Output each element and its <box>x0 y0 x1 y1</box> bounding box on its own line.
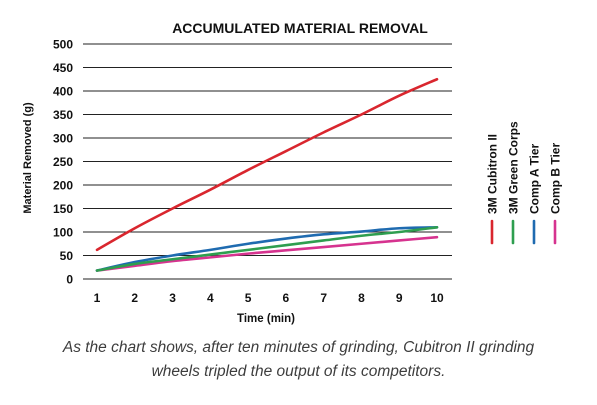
x-tick-label: 6 <box>283 291 290 305</box>
y-tick-labels: 0 50 100 150 200 250 300 350 400 450 500 <box>53 38 73 287</box>
y-tick-label: 400 <box>53 85 73 99</box>
y-tick-label: 0 <box>66 273 73 287</box>
y-tick-label: 50 <box>60 249 74 263</box>
x-tick-label: 9 <box>396 291 403 305</box>
legend-label-comp-a-tier: Comp A Tier <box>528 143 542 214</box>
series-line-comp-a-tier <box>95 226 439 272</box>
y-tick-label: 150 <box>53 202 73 216</box>
x-tick-label: 7 <box>320 291 327 305</box>
y-tick-label: 250 <box>53 155 73 169</box>
x-tick-label: 3 <box>169 291 176 305</box>
chart-title: ACCUMULATED MATERIAL REMOVAL <box>172 20 428 36</box>
series-line-3m-green-corps <box>95 226 439 272</box>
caption-line-1: As the chart shows, after ten minutes of… <box>62 339 535 356</box>
legend-label-comp-b-tier: Comp B Tier <box>549 143 563 214</box>
y-tick-label: 300 <box>53 132 73 146</box>
line-chart: ACCUMULATED MATERIAL REMOVAL 05010015020… <box>22 20 563 325</box>
series-line-3m-cubitron-ii <box>95 77 439 252</box>
x-tick-label: 5 <box>245 291 252 305</box>
x-tick-label: 4 <box>207 291 214 305</box>
x-tick-label: 1 <box>94 291 101 305</box>
y-tick-label: 500 <box>53 38 73 52</box>
series-lines <box>95 77 439 272</box>
y-tick-label: 350 <box>53 108 73 122</box>
caption-line-2: wheels tripled the output of its competi… <box>151 363 446 380</box>
series-line-comp-b-tier <box>95 235 439 272</box>
legend: 3M Cubitron II 3M Green Corps Comp A Tier C… <box>486 121 563 245</box>
x-tick-label: 2 <box>131 291 138 305</box>
legend-label-3m-green-corps: 3M Green Corps <box>507 121 521 214</box>
legend-label-3m-cubitron-ii: 3M Cubitron II <box>486 134 500 214</box>
x-axis-label: Time (min) <box>237 313 295 325</box>
y-tick-label: 200 <box>53 179 73 193</box>
chart: ACCUMULATED MATERIAL REMOVAL 0 50 100 150 20… <box>22 20 563 325</box>
y-axis-label: Material Removed (g) <box>22 102 34 214</box>
x-tick-labels: 1 2 3 4 5 6 7 8 9 10 <box>94 291 444 305</box>
y-tick-label: 450 <box>53 61 73 75</box>
x-tick-label: 8 <box>358 291 365 305</box>
y-tick-label: 100 <box>53 226 73 240</box>
x-tick-label: 10 <box>430 291 444 305</box>
